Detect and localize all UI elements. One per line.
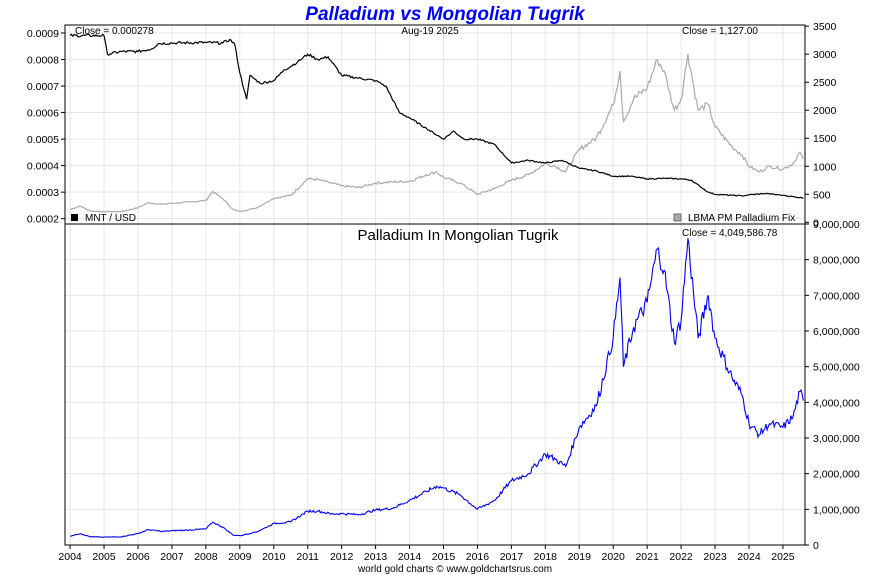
- bottom-y-tick-label: 4,000,000: [813, 397, 860, 409]
- bottom-y-tick-label: 0: [813, 540, 819, 552]
- left-y-tick-label: 0.0005: [27, 134, 59, 146]
- bottom-panel-grid: [65, 223, 805, 546]
- right-y-tick-label: 500: [813, 189, 831, 201]
- x-tick-label: 2011: [296, 551, 319, 563]
- x-tick-label: 2012: [330, 551, 354, 563]
- footer-credit: world gold charts © www.goldchartsrus.co…: [357, 564, 552, 575]
- bottom-panel-subtitle: Palladium In Mongolian Tugrik: [358, 227, 559, 244]
- bottom-y-tick-label: 5,000,000: [813, 362, 860, 374]
- x-tick-label: 2020: [602, 551, 626, 563]
- x-tick-label: 2017: [500, 551, 524, 563]
- date-label: Aug-19 2025: [401, 26, 459, 37]
- left-y-tick-label: 0.0009: [27, 28, 59, 40]
- close-pd-mnt-label: Close = 4,049,586.78: [682, 228, 778, 239]
- legend-mnt-swatch: [71, 214, 78, 221]
- x-tick-label: 2007: [160, 551, 184, 563]
- x-tick-label: 2025: [771, 551, 795, 563]
- x-tick-label: 2009: [228, 551, 252, 563]
- right-y-tick-label: 2500: [813, 77, 837, 89]
- left-y-tick-label: 0.0006: [27, 108, 59, 120]
- x-tick-label: 2022: [669, 551, 693, 563]
- top-left-axis: 0.0002 0.0003 0.0004 0.0005 0.0006 0.0007 0.00…: [27, 28, 65, 226]
- x-tick-label: 2010: [262, 551, 286, 563]
- bottom-panel-series: [70, 238, 804, 538]
- series-mnt-line: [69, 33, 804, 199]
- x-tick-label: 2023: [703, 551, 727, 563]
- x-tick-label: 2019: [568, 551, 592, 563]
- bottom-y-tick-label: 6,000,000: [813, 326, 860, 338]
- legend-palladium-label: LBMA PM Palladium Fix: [688, 213, 795, 224]
- series-palladium-line: [69, 54, 804, 213]
- close-mnt-label: Close = 0.000278: [75, 26, 154, 37]
- x-tick-label: 2013: [364, 551, 388, 563]
- chart-title: Palladium vs Mongolian Tugrik: [305, 4, 586, 25]
- bottom-y-tick-label: 8,000,000: [813, 255, 860, 267]
- left-y-tick-label: 0.0002: [27, 214, 59, 226]
- x-tick-label: 2015: [432, 551, 456, 563]
- left-y-tick-label: 0.0003: [27, 187, 59, 199]
- x-tick-label: 2014: [398, 551, 422, 563]
- right-y-tick-label: 3500: [813, 21, 837, 33]
- x-tick-label: 2006: [126, 551, 150, 563]
- x-tick-label: 2024: [737, 551, 761, 563]
- bottom-y-tick-label: 3,000,000: [813, 433, 860, 445]
- series-palladium-mnt-line: [70, 238, 804, 538]
- right-y-tick-label: 1500: [813, 133, 837, 145]
- x-tick-label: 2004: [58, 551, 82, 563]
- bottom-y-tick-label: 7,000,000: [813, 290, 860, 302]
- x-axis: 2004 2005 2006 2007 2008 2009 2010 2011 2012 2013…: [58, 545, 795, 563]
- bottom-y-tick-label: 9,000,000: [813, 219, 860, 231]
- right-y-tick-label: 3000: [813, 49, 837, 61]
- top-panel-series: [69, 33, 804, 213]
- top-right-axis: 0 500 1000 1500 2000 2500 3000 3500: [805, 21, 837, 229]
- bottom-panel-frame: [64, 223, 806, 546]
- left-y-tick-label: 0.0004: [27, 161, 59, 173]
- bottom-right-axis: 0 1,000,000 2,000,000 3,000,000 4,000,000 5,0…: [805, 219, 860, 552]
- right-y-tick-label: 2000: [813, 105, 837, 117]
- left-y-tick-label: 0.0007: [27, 81, 59, 93]
- right-y-tick-label: 1000: [813, 161, 837, 173]
- x-tick-label: 2008: [194, 551, 218, 563]
- x-tick-label: 2021: [635, 551, 659, 563]
- legend-mnt-label: MNT / USD: [85, 213, 136, 224]
- x-tick-label: 2005: [92, 551, 116, 563]
- x-tick-label: 2016: [466, 551, 490, 563]
- right-y-tick-label: 0: [813, 217, 819, 229]
- left-y-tick-label: 0.0008: [27, 54, 59, 66]
- top-panel-grid: [65, 25, 805, 224]
- legend-palladium-swatch: [673, 213, 682, 222]
- x-tick-label: 2018: [534, 551, 558, 563]
- bottom-y-tick-label: 2,000,000: [813, 469, 860, 481]
- close-palladium-label: Close = 1,127.00: [682, 26, 758, 37]
- bottom-y-tick-label: 1,000,000: [813, 504, 860, 516]
